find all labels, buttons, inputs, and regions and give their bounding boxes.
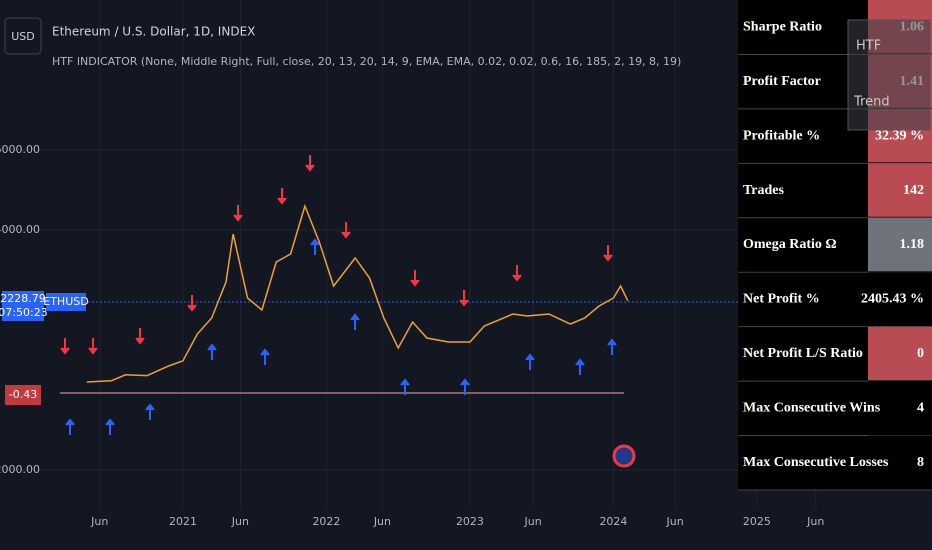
- stat-label: Profitable %: [743, 128, 820, 143]
- y-tick-label: 6000.00: [0, 143, 40, 156]
- x-tick-label: Jun: [373, 515, 391, 528]
- stat-label: Max Consecutive Wins: [743, 401, 881, 416]
- stat-label: Trades: [743, 183, 785, 198]
- stat-label: Net Profit %: [743, 292, 820, 307]
- value-cell: [868, 326, 932, 381]
- indicator-tag: [5, 385, 41, 405]
- indicator-value: -0.43: [9, 388, 37, 401]
- stat-value: 4: [917, 401, 924, 416]
- price: 2228.79: [0, 292, 46, 305]
- value-cell: [868, 163, 932, 217]
- y-tick-label: 4000.00: [0, 223, 40, 236]
- value-cell: [868, 217, 932, 272]
- ticker-tag: [46, 293, 86, 311]
- htf-trend: Trend: [853, 95, 890, 110]
- stat-value: 32.39 %: [875, 128, 924, 143]
- stat-value: 0: [917, 346, 924, 361]
- stat-value: 1.18: [900, 237, 925, 252]
- stat-label: Net Profit L/S Ratio: [743, 346, 863, 361]
- currency-button[interactable]: [4, 17, 42, 55]
- stat-value: 8: [917, 455, 924, 470]
- currency-label[interactable]: USD: [11, 30, 35, 43]
- htf-box: [847, 19, 931, 131]
- x-tick-label: Jun: [90, 515, 108, 528]
- countdown: 07:50:23: [0, 306, 48, 319]
- indicator-title: HTF INDICATOR (None, Middle Right, Full,…: [52, 55, 681, 68]
- plot: [86, 203, 629, 383]
- stat-label: Omega Ratio Ω: [743, 237, 837, 252]
- signal-arrows: [60, 155, 617, 435]
- price-tag: [2, 291, 44, 321]
- x-tick-label: 2022: [312, 515, 340, 528]
- stat-value: 2405.43 %: [861, 292, 924, 307]
- x-tick-label: Jun: [666, 515, 684, 528]
- price-line-series: [86, 203, 629, 383]
- x-tick-label: Jun: [231, 515, 249, 528]
- event-icon[interactable]: [612, 444, 636, 468]
- stat-label: Profit Factor: [743, 74, 821, 89]
- x-tick-label: 2023: [456, 515, 484, 528]
- stat-label: Max Consecutive Losses: [743, 455, 889, 470]
- x-tick-label: 2021: [169, 515, 197, 528]
- value-cell: [868, 435, 932, 489]
- stat-label: Sharpe Ratio: [743, 19, 822, 34]
- x-tick-label: 2024: [599, 515, 627, 528]
- x-tick-label: 2025: [743, 515, 771, 528]
- symbol-title: Ethereum / U.S. Dollar, 1D, INDEX: [52, 25, 255, 39]
- value-cell: [868, 381, 932, 435]
- x-tick-label: Jun: [523, 515, 541, 528]
- x-tick-label: Jun: [806, 515, 824, 528]
- ticker: ETHUSD: [43, 295, 88, 308]
- y-tick-label: -2000.00: [0, 463, 40, 476]
- htf-title: HTF: [856, 39, 881, 54]
- value-cell: [868, 272, 932, 326]
- stat-value: 142: [903, 183, 924, 198]
